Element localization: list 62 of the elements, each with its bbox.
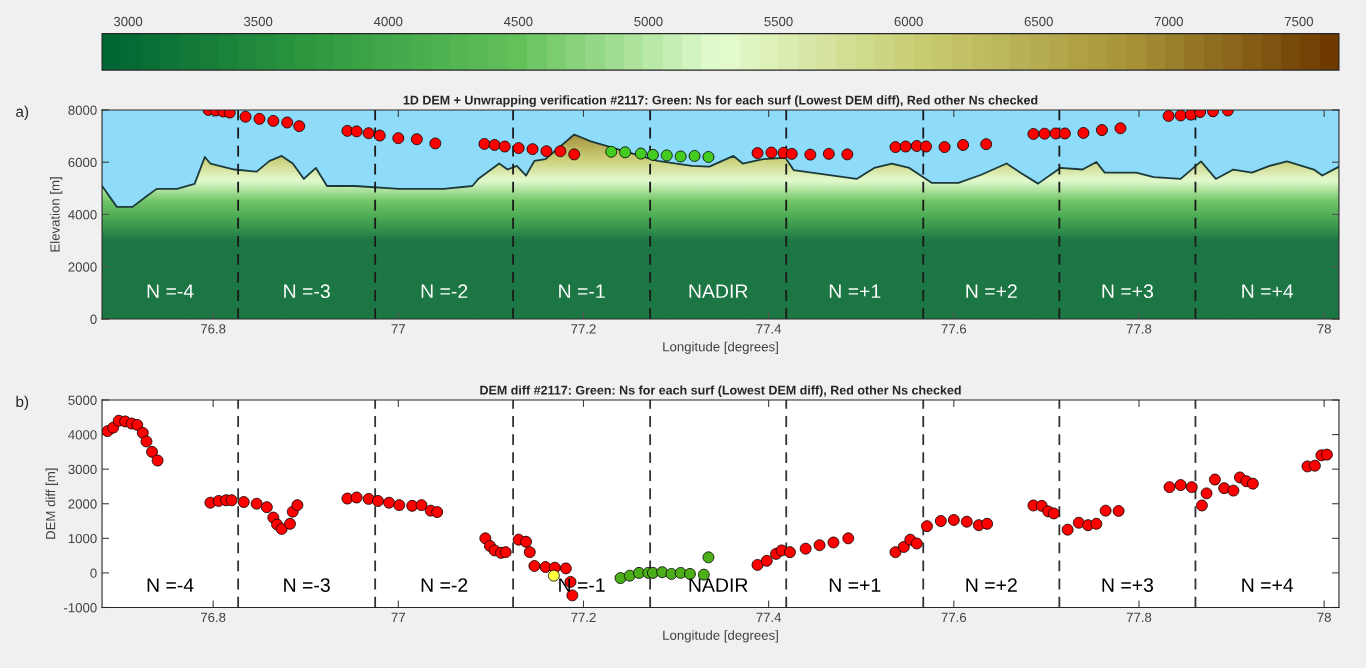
x-tick-label: 77 (391, 612, 405, 622)
y-tick-label: 4000 (68, 210, 97, 220)
y-tick-label: 3000 (68, 464, 97, 475)
color-bar-label: 5500 (764, 16, 793, 27)
x-tick-label: 76.8 (200, 324, 226, 334)
y-tick-label: 0 (90, 314, 97, 324)
annotation: N =-2 (421, 578, 468, 592)
y-axis-title: DEM diff [m] (45, 468, 58, 539)
x-tick-label: 77 (391, 324, 405, 334)
y-tick-label: 6000 (68, 157, 97, 168)
x-axis-title: Longitude [degrees] (663, 341, 778, 354)
annotation: NADIR (689, 284, 748, 298)
x-tick-label: 78 (1317, 612, 1331, 623)
x-tick-label: 77.2 (571, 612, 596, 622)
annotation: N =-1 (559, 578, 605, 592)
annotation: N =-3 (284, 578, 330, 592)
color-bar-label: 7000 (1154, 16, 1183, 27)
x-tick-label: 77.4 (756, 324, 782, 334)
y-tick-label: 2000 (68, 262, 97, 272)
text: b) (16, 395, 29, 411)
color-bar-label: 4000 (373, 16, 403, 27)
annotation: N =+2 (966, 578, 1017, 592)
x-tick-label: 77.4 (756, 612, 782, 622)
annotation: N =+3 (1102, 284, 1154, 299)
annotation: N =+3 (1102, 578, 1154, 592)
color-bar-label: 7500 (1284, 16, 1314, 27)
annotation: N =+1 (829, 284, 881, 298)
color-bar-label: 3500 (243, 16, 273, 27)
color-bar-label: 5000 (634, 16, 663, 27)
annotation: N =+2 (966, 284, 1017, 298)
y-tick-label: -1000 (64, 603, 97, 613)
chart-title: 1D DEM + Unwrapping verification #2117: Green: Ns for each surf (Lowest DEM diff), Red other Ns checked (403, 95, 1038, 108)
x-tick-label: 77.8 (1126, 324, 1152, 334)
y-tick-label: 0 (90, 568, 97, 578)
text: a) (16, 105, 29, 121)
y-tick-label: 1000 (68, 533, 97, 544)
x-tick-label: 77.6 (941, 324, 967, 334)
x-tick-label: 78 (1317, 324, 1331, 334)
color-bar-label: 3000 (113, 16, 143, 27)
annotation: N =-4 (147, 578, 194, 592)
color-bar-label: 4500 (503, 16, 533, 27)
annotation: NADIR (689, 578, 748, 592)
x-axis-title: Longitude [degrees] (663, 630, 778, 643)
x-tick-label: 76.8 (200, 612, 226, 623)
annotation: N =-3 (284, 284, 330, 299)
x-tick-label: 77.6 (941, 612, 967, 623)
y-axis-title: Elevation [m] (49, 177, 63, 252)
y-tick-label: 4000 (68, 430, 97, 440)
y-tick-label: 8000 (68, 105, 97, 115)
annotation: N =-2 (421, 284, 468, 298)
annotation: N =+4 (1242, 578, 1294, 592)
annotation: N =-1 (559, 284, 605, 298)
color-bar-label: 6500 (1024, 16, 1053, 27)
x-tick-label: 77.2 (571, 324, 596, 334)
annotation: N =+4 (1242, 284, 1294, 298)
color-bar-label: 6000 (894, 16, 923, 27)
y-tick-label: 2000 (68, 499, 97, 509)
chart-title: DEM diff #2117: Green: Ns for each surf (Lowest DEM diff), Red other Ns checked (480, 385, 961, 398)
y-tick-label: 5000 (68, 395, 97, 405)
annotation: N =-4 (147, 284, 194, 298)
x-tick-label: 77.8 (1126, 612, 1152, 623)
annotation: N =+1 (829, 578, 881, 592)
